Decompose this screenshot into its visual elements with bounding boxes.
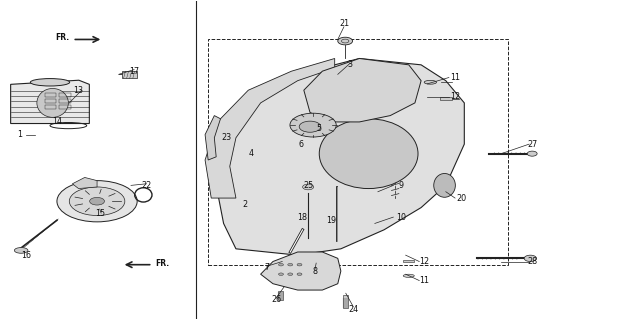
Text: 7: 7: [264, 263, 269, 272]
Bar: [278, 291, 283, 300]
Polygon shape: [205, 59, 335, 198]
Circle shape: [303, 184, 314, 190]
Circle shape: [527, 151, 537, 156]
Bar: [402, 260, 414, 262]
Bar: [122, 71, 137, 78]
Text: 28: 28: [527, 257, 538, 266]
Text: 24: 24: [348, 305, 358, 314]
Text: 11: 11: [450, 73, 460, 82]
Polygon shape: [211, 59, 464, 255]
Text: 16: 16: [21, 251, 31, 260]
Bar: [440, 97, 452, 100]
Text: 14: 14: [52, 117, 62, 126]
Text: 10: 10: [396, 212, 406, 222]
Circle shape: [278, 273, 283, 276]
Text: 22: 22: [141, 181, 151, 190]
Text: 15: 15: [95, 209, 105, 219]
Text: 3: 3: [348, 60, 353, 69]
Bar: [60, 105, 71, 109]
Polygon shape: [205, 116, 221, 160]
Circle shape: [338, 37, 353, 45]
Circle shape: [297, 263, 302, 266]
Text: 20: 20: [456, 194, 466, 203]
Ellipse shape: [14, 248, 28, 253]
Text: 12: 12: [419, 257, 429, 266]
Ellipse shape: [290, 113, 336, 137]
Ellipse shape: [30, 79, 69, 86]
Circle shape: [90, 197, 104, 205]
Ellipse shape: [319, 119, 418, 188]
Ellipse shape: [37, 88, 68, 117]
Text: 26: 26: [271, 295, 281, 304]
Text: 27: 27: [527, 140, 538, 148]
Bar: [45, 92, 56, 97]
Text: 9: 9: [399, 181, 404, 190]
Text: 8: 8: [312, 267, 317, 276]
Circle shape: [524, 255, 536, 261]
Ellipse shape: [403, 274, 414, 277]
Text: 21: 21: [339, 19, 349, 28]
Circle shape: [297, 273, 302, 276]
Bar: [343, 295, 348, 308]
Circle shape: [57, 180, 137, 222]
Text: 12: 12: [450, 92, 460, 101]
Polygon shape: [304, 59, 421, 122]
Text: 4: 4: [249, 149, 254, 158]
Text: 18: 18: [297, 212, 307, 222]
Circle shape: [69, 187, 125, 215]
Text: 23: 23: [221, 133, 232, 142]
Bar: [45, 99, 56, 103]
Ellipse shape: [434, 173, 455, 197]
Polygon shape: [260, 252, 341, 290]
Bar: [208, 39, 508, 265]
Text: 25: 25: [303, 181, 313, 190]
Ellipse shape: [299, 121, 321, 132]
Text: 11: 11: [419, 276, 429, 285]
Text: 17: 17: [129, 67, 139, 76]
Bar: [60, 92, 71, 97]
Text: 1: 1: [17, 130, 22, 139]
Text: FR.: FR.: [55, 33, 69, 42]
Text: 2: 2: [242, 200, 248, 209]
Ellipse shape: [424, 80, 436, 84]
Text: 6: 6: [298, 140, 303, 148]
Text: 13: 13: [74, 86, 84, 95]
Circle shape: [278, 263, 283, 266]
Text: 5: 5: [317, 124, 322, 133]
Text: FR.: FR.: [156, 259, 170, 268]
Bar: [60, 99, 71, 103]
Text: 19: 19: [327, 216, 337, 225]
Circle shape: [288, 273, 293, 276]
Polygon shape: [11, 80, 89, 124]
Bar: [45, 105, 56, 109]
Circle shape: [288, 263, 293, 266]
Polygon shape: [73, 178, 97, 188]
